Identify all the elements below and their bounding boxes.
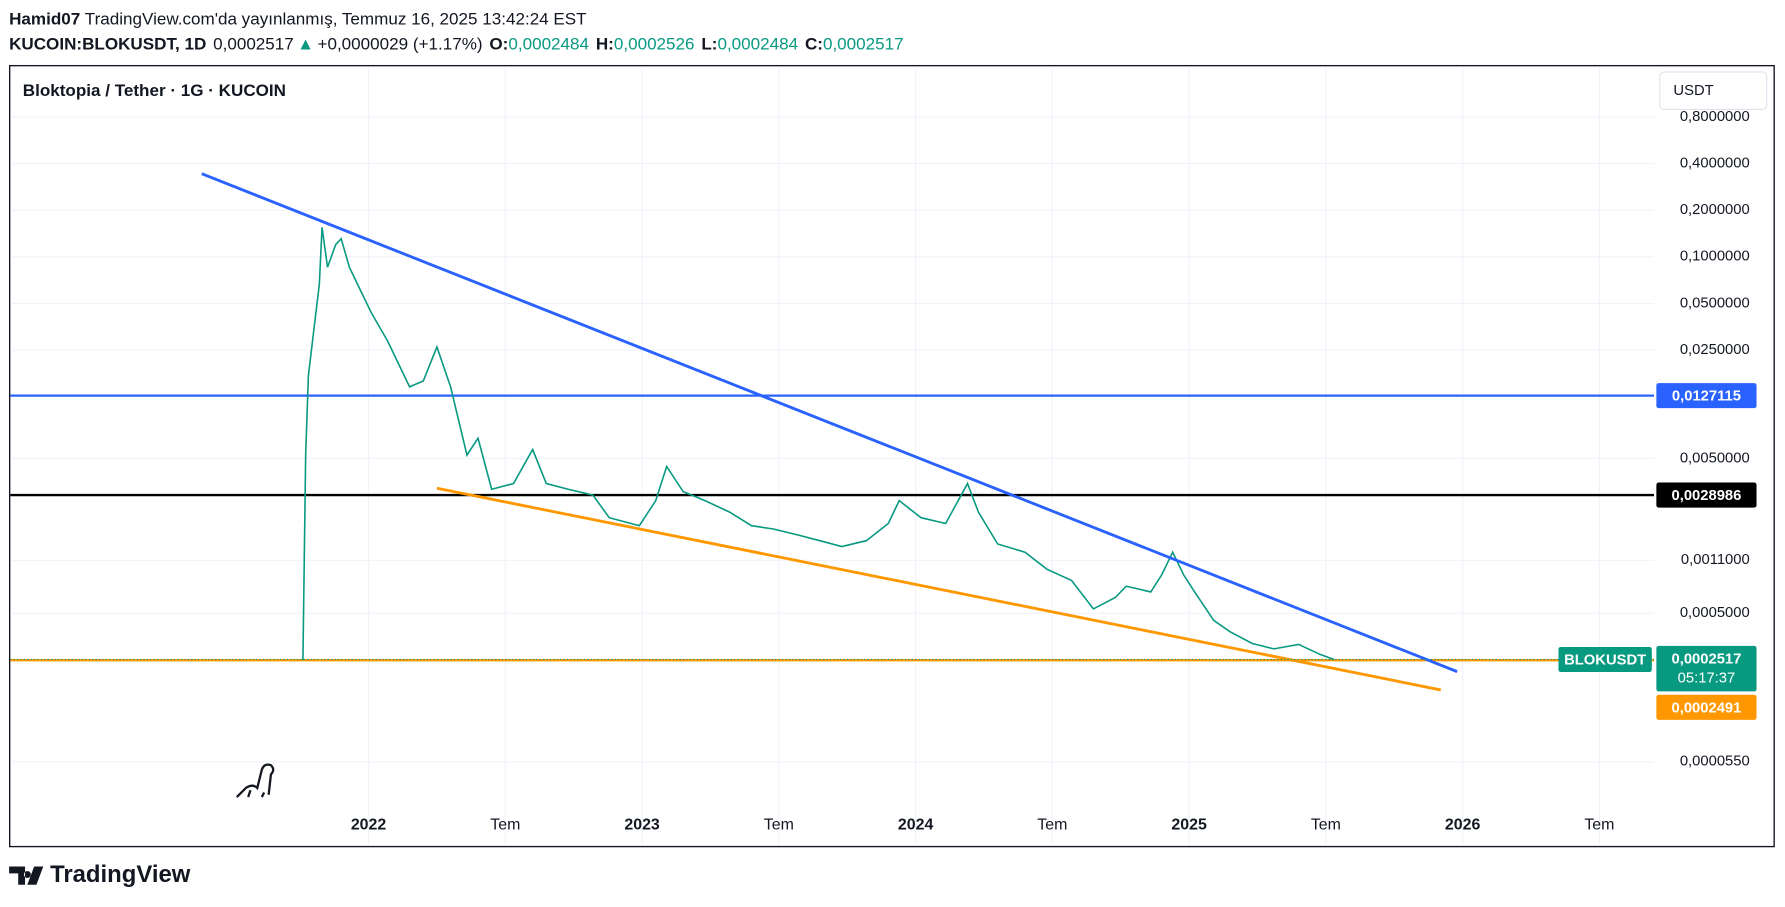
last-price-box: [1656, 645, 1757, 692]
y-tick-label: 0,0011000: [1681, 552, 1750, 568]
symbol-label-box: [1558, 646, 1652, 673]
author: Hamid07: [9, 9, 80, 28]
price: 0,0002517: [213, 34, 294, 53]
last-price-label: 0,0002517: [1672, 651, 1742, 667]
x-tick-label: 2023: [624, 817, 660, 834]
price-label-box: [1656, 383, 1757, 409]
ohlc-label: O:: [489, 34, 508, 53]
chart-frame: [8, 64, 1775, 848]
y-tick-label: 0,4000000: [1680, 155, 1750, 171]
price-label-box: [1656, 694, 1757, 720]
plot: [10, 66, 1655, 845]
ohlc-value: 0,0002484: [508, 34, 589, 53]
price-label: 0,0002491: [1672, 700, 1742, 716]
ohlc-value: 0,0002484: [717, 34, 798, 53]
logo-mark: [9, 866, 44, 885]
x-tick-label: 2022: [351, 817, 387, 834]
price-line: [302, 227, 1335, 661]
x-tick-label: 2024: [898, 817, 934, 834]
countdown: 05:17:37: [1678, 671, 1736, 687]
symbol: KUCOIN:BLOKUSDT, 1D: [9, 34, 206, 53]
price-label: 0,0127115: [1672, 389, 1741, 405]
x-tick-label: Tem: [764, 817, 794, 834]
x-tick-label: Tem: [1311, 817, 1341, 834]
ohlc-value: 0,0002526: [614, 34, 695, 53]
trend-line: [436, 486, 1442, 692]
price-label-box: [1656, 482, 1757, 508]
y-tick-label: 0,0050000: [1680, 450, 1750, 466]
logo: TradingView: [9, 861, 191, 888]
ohlc-label: H:: [596, 34, 614, 53]
ohlc-label: C:: [805, 34, 823, 53]
y-tick-label: 0,0250000: [1680, 342, 1750, 358]
price-label: 0,0028986: [1672, 488, 1742, 504]
logo-text: TradingView: [50, 861, 191, 888]
header-line-1: Hamid07 TradingView.com'da yayınlanmış, T…: [9, 9, 587, 28]
x-tick-label: Tem: [1037, 817, 1067, 834]
change: +0,0000029 (+1.17%): [317, 34, 482, 53]
x-tick-label: Tem: [490, 817, 520, 834]
currency-button[interactable]: [1659, 71, 1768, 111]
y-tick-label: 0,8000000: [1680, 109, 1750, 125]
y-tick-label: 0,0500000: [1680, 295, 1750, 311]
y-tick-label: 0,1000000: [1680, 249, 1750, 265]
ohlc-label: L:: [701, 34, 717, 53]
symbol-label: BLOKUSDT: [1564, 653, 1646, 669]
dino-icon: [235, 763, 275, 798]
trend-line: [201, 172, 1458, 673]
x-tick-label: Tem: [1584, 817, 1614, 834]
y-tick-label: 0,2000000: [1680, 202, 1750, 218]
x-tick-label: 2026: [1445, 817, 1481, 834]
chart-title: Bloktopia / Tether · 1G · KUCOIN: [23, 81, 286, 100]
x-tick-label: 2025: [1171, 817, 1207, 834]
header-line-2: KUCOIN:BLOKUSDT, 1D 0,0002517 ▲ +0,0000029 …: [9, 34, 904, 53]
y-tick-label: 0,0000550: [1680, 754, 1750, 770]
up-arrow: ▲: [297, 34, 314, 53]
y-tick-label: 0,0005000: [1680, 605, 1750, 621]
currency: USDT: [1673, 83, 1713, 99]
ohlc-value: 0,0002517: [823, 34, 904, 53]
published: TradingView.com'da yayınlanmış, Temmuz 1…: [85, 9, 587, 28]
